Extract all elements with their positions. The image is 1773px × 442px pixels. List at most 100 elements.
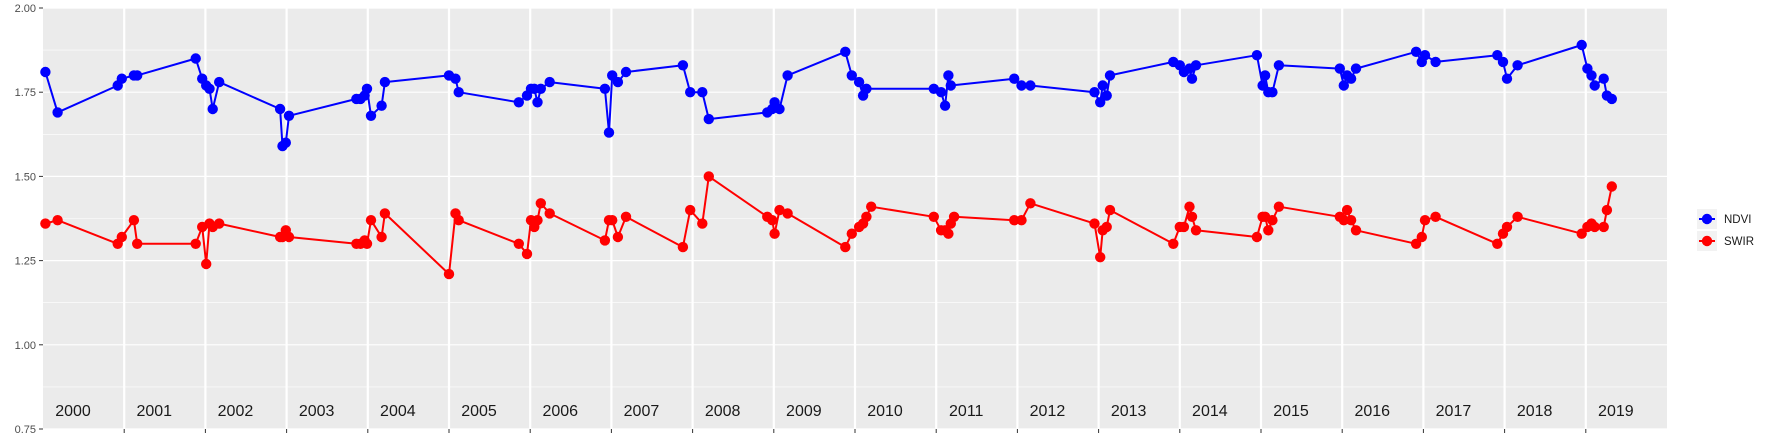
point-swir <box>40 218 51 229</box>
point-swir <box>532 215 543 226</box>
year-label: 2005 <box>461 403 497 420</box>
point-swir <box>190 238 201 249</box>
point-ndvi <box>450 73 461 84</box>
point-swir <box>52 215 63 226</box>
point-swir <box>1273 201 1285 212</box>
point-swir <box>443 268 455 280</box>
point-ndvi <box>677 60 689 71</box>
point-swir <box>1263 225 1274 236</box>
point-swir <box>943 228 954 239</box>
point-ndvi <box>453 87 464 98</box>
point-ndvi <box>207 103 218 115</box>
point-swir <box>703 171 714 182</box>
point-swir <box>599 235 611 246</box>
legend: NDVI SWIR <box>1697 209 1754 251</box>
point-swir <box>1345 215 1357 226</box>
point-ndvi <box>1089 87 1100 98</box>
point-swir <box>201 258 212 270</box>
point-swir <box>685 204 696 216</box>
point-swir <box>379 208 391 219</box>
year-label: 2006 <box>542 403 578 420</box>
point-swir <box>1589 221 1600 233</box>
year-label: 2001 <box>136 403 172 420</box>
point-ndvi <box>939 100 951 111</box>
point-swir <box>1184 201 1195 212</box>
point-ndvi <box>204 83 215 95</box>
point-swir <box>1606 181 1618 192</box>
point-ndvi <box>1576 39 1587 51</box>
point-swir <box>1186 211 1198 222</box>
point-swir <box>840 241 851 253</box>
point-ndvi <box>1512 60 1523 71</box>
point-ndvi <box>280 137 291 148</box>
year-label: 2019 <box>1598 403 1634 420</box>
point-ndvi <box>1016 80 1027 91</box>
point-swir <box>116 231 128 243</box>
point-ndvi <box>116 73 128 84</box>
point-ndvi <box>1430 56 1441 68</box>
point-swir <box>1095 252 1106 263</box>
year-label: 2010 <box>867 403 903 420</box>
point-swir <box>128 215 140 226</box>
year-label: 2013 <box>1111 403 1147 420</box>
point-swir <box>607 215 618 226</box>
point-swir <box>544 208 555 219</box>
point-ndvi <box>935 87 947 98</box>
series-points <box>40 39 1618 280</box>
point-ndvi <box>774 103 785 115</box>
point-swir <box>928 211 939 222</box>
point-ndvi <box>599 83 611 95</box>
point-swir <box>1178 221 1190 233</box>
point-ndvi <box>1497 56 1509 68</box>
point-swir <box>846 228 857 239</box>
point-swir <box>365 215 377 226</box>
point-swir <box>1168 238 1179 249</box>
point-ndvi <box>379 76 391 88</box>
point-ndvi <box>52 107 63 118</box>
year-label: 2002 <box>218 403 254 420</box>
point-ndvi <box>132 70 143 81</box>
year-label: 2000 <box>55 403 91 420</box>
point-swir <box>376 231 387 243</box>
point-ndvi <box>361 83 373 95</box>
year-label: 2007 <box>624 403 660 420</box>
point-ndvi <box>1009 73 1020 84</box>
point-ndvi <box>1267 87 1278 98</box>
point-ndvi <box>620 66 632 78</box>
point-ndvi <box>1338 80 1350 91</box>
year-label: 2017 <box>1436 403 1472 420</box>
point-swir <box>132 238 143 249</box>
point-ndvi <box>612 76 624 88</box>
point-ndvi <box>1259 70 1271 81</box>
y-tick-label: 1.75 <box>15 87 36 99</box>
point-swir <box>513 238 524 249</box>
point-ndvi <box>782 70 793 81</box>
point-swir <box>1410 238 1422 249</box>
point-ndvi <box>532 97 543 108</box>
point-ndvi <box>1606 93 1618 105</box>
point-swir <box>1576 228 1587 239</box>
point-ndvi <box>1410 46 1422 57</box>
point-swir <box>1419 215 1431 226</box>
point-ndvi <box>1190 60 1202 71</box>
point-ndvi <box>861 83 872 95</box>
legend-label-ndvi: NDVI <box>1724 214 1751 226</box>
year-label: 2014 <box>1192 403 1228 420</box>
y-tick-label: 1.00 <box>15 340 36 352</box>
point-swir <box>1492 238 1503 249</box>
point-swir <box>620 211 632 222</box>
point-ndvi <box>1104 70 1116 81</box>
point-ndvi <box>943 70 954 81</box>
point-swir <box>612 231 624 243</box>
point-ndvi <box>40 66 51 78</box>
y-tick-label: 1.25 <box>15 256 36 268</box>
point-swir <box>1101 221 1112 233</box>
point-ndvi <box>1101 90 1112 101</box>
point-ndvi <box>274 103 286 115</box>
point-swir <box>1338 215 1350 226</box>
y-tick-label: 0.75 <box>15 424 36 436</box>
year-label: 2009 <box>786 403 822 420</box>
point-swir <box>453 215 464 226</box>
point-swir <box>1104 204 1116 216</box>
point-swir <box>1190 225 1202 236</box>
